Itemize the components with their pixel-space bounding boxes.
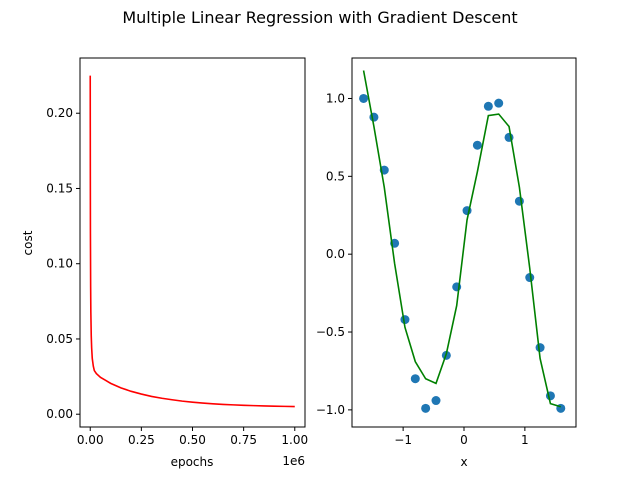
fit-xtick-label: 1 bbox=[521, 433, 529, 447]
cost-plot-area bbox=[80, 58, 305, 427]
cost-ytick-label: 0.15 bbox=[46, 181, 73, 195]
cost-ytick-label: 0.05 bbox=[46, 332, 73, 346]
fit-ytick-label: 0.5 bbox=[326, 169, 345, 183]
data-point bbox=[472, 140, 482, 150]
cost-xtick-label: 0.50 bbox=[179, 433, 206, 447]
data-point bbox=[369, 112, 379, 122]
fit-chart: −1 0 1 −1.0 −0.5 0.0 0.5 1.0 x bbox=[316, 57, 577, 469]
data-point bbox=[494, 98, 504, 108]
data-point bbox=[483, 101, 493, 111]
cost-xtick-label: 0.00 bbox=[77, 433, 104, 447]
data-point bbox=[359, 93, 369, 103]
cost-xlabel: epochs bbox=[171, 455, 214, 469]
cost-ytick-label: 0.20 bbox=[46, 106, 73, 120]
fit-ytick-label: 1.0 bbox=[326, 91, 345, 105]
fit-ytick-label: −1.0 bbox=[316, 403, 345, 417]
data-point bbox=[514, 196, 524, 206]
cost-curve-line bbox=[89, 75, 295, 408]
cost-x-offset-label: 1e6 bbox=[282, 454, 305, 468]
cost-xtick-label: 1.00 bbox=[281, 433, 308, 447]
fit-line bbox=[362, 70, 562, 408]
cost-chart: 0.00 0.25 0.50 0.75 1.00 0.00 0.05 0.10 0.15 0.20… bbox=[21, 57, 308, 469]
data-point bbox=[535, 343, 545, 353]
cost-xtick-label: 0.25 bbox=[128, 433, 155, 447]
data-point bbox=[410, 374, 420, 384]
fit-xtick-label: 0 bbox=[460, 433, 468, 447]
data-point bbox=[421, 403, 431, 413]
fit-ytick-label: 0.0 bbox=[326, 247, 345, 261]
figure-title: Multiple Linear Regression with Gradient… bbox=[122, 8, 517, 27]
data-point bbox=[431, 396, 441, 406]
fit-xtick-label: −1 bbox=[394, 433, 412, 447]
fit-ytick-label: −0.5 bbox=[316, 325, 345, 339]
cost-ytick-label: 0.00 bbox=[46, 407, 73, 421]
cost-xtick-label: 0.75 bbox=[230, 433, 257, 447]
fit-xlabel: x bbox=[460, 455, 467, 469]
cost-ytick-label: 0.10 bbox=[46, 257, 73, 271]
cost-ylabel: cost bbox=[21, 230, 35, 255]
data-point bbox=[525, 273, 535, 283]
